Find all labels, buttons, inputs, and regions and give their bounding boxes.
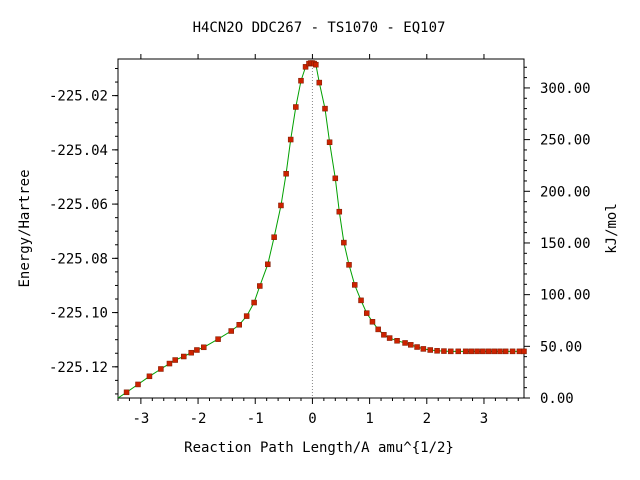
y-right-tick-label: 200.00 (540, 184, 591, 200)
data-point (462, 348, 469, 355)
data-point (181, 353, 187, 360)
series-line (117, 62, 524, 399)
data-point (201, 344, 207, 351)
data-point (521, 348, 527, 355)
data-point (381, 332, 387, 338)
data-point (278, 202, 284, 209)
data-point (434, 348, 440, 354)
data-point (215, 336, 221, 342)
x-tick-label: -1 (247, 411, 264, 427)
data-point (468, 348, 475, 355)
data-point (351, 282, 358, 288)
data-point (363, 310, 370, 316)
data-point (420, 346, 427, 352)
data-point (427, 347, 433, 353)
data-point (441, 348, 447, 354)
data-point (135, 381, 141, 388)
data-point (402, 340, 408, 346)
y-axis-left: -225.02 -225.04 -225.06 -225.08 -225.10 -225.… (49, 67, 118, 395)
data-point (236, 322, 242, 328)
x-tick-label: -2 (190, 411, 207, 427)
y-axis-label-right: kJ/mol (604, 203, 620, 254)
data-point (502, 348, 509, 355)
data-point (375, 326, 381, 333)
data-point (516, 348, 523, 355)
data-point (123, 389, 130, 396)
data-point (491, 348, 498, 355)
data-point (326, 139, 333, 146)
data-point (302, 64, 309, 70)
data-point (509, 348, 516, 355)
data-point (313, 61, 319, 68)
data-point (394, 338, 400, 344)
y-left-tick-label: -225.04 (49, 143, 108, 159)
y-left-tick-label: -225.10 (49, 306, 108, 322)
data-point (448, 348, 454, 355)
data-point (480, 348, 486, 355)
data-point (166, 360, 173, 367)
data-point (188, 349, 194, 356)
data-point (336, 208, 343, 215)
data-point (172, 357, 178, 363)
x-tick-label: 1 (365, 411, 373, 427)
data-point (474, 348, 480, 355)
x-tick-label: 0 (308, 411, 316, 427)
data-point (298, 77, 304, 84)
data-point (455, 348, 461, 355)
data-point (497, 348, 503, 355)
data-point (358, 297, 364, 304)
data-point (158, 366, 164, 372)
y-right-tick-label: 300.00 (540, 81, 591, 97)
data-point (257, 283, 263, 289)
x-tick-label: 3 (480, 411, 488, 427)
data-point (485, 348, 492, 355)
y-right-tick-label: 250.00 (540, 133, 591, 149)
chart-title: H4CN2O DDC267 - TS1070 - EQ107 (193, 20, 446, 36)
y-right-tick-label: 100.00 (540, 288, 591, 304)
data-point (408, 342, 414, 348)
data-point (316, 79, 323, 86)
x-tick-label: -3 (132, 411, 149, 427)
data-point (287, 136, 294, 143)
data-point (251, 299, 257, 306)
series (117, 60, 527, 399)
x-axis: -3 -2 -1 0 1 2 3 (117, 54, 519, 427)
data-point (369, 319, 376, 325)
y-axis-right: 0.00 50.00 100.00 150.00 200.00 250.00 300.00 (524, 66, 591, 407)
y-axis-label-left: Energy/Hartree (17, 169, 33, 287)
data-point (228, 328, 234, 334)
data-point (341, 239, 347, 246)
y-left-tick-label: -225.08 (49, 251, 108, 267)
data-point (386, 335, 393, 341)
y-left-tick-label: -225.12 (49, 360, 108, 376)
y-left-tick-label: -225.02 (49, 89, 108, 105)
plot-frame (117, 58, 525, 399)
data-point (146, 373, 153, 380)
data-point (293, 104, 299, 110)
data-point (271, 234, 277, 240)
y-left-tick-label: -225.06 (49, 197, 108, 213)
x-tick-label: 2 (423, 411, 431, 427)
y-right-tick-label: 0.00 (540, 391, 574, 407)
data-point (265, 261, 271, 268)
data-point (346, 262, 352, 268)
data-point (322, 105, 328, 112)
y-right-tick-label: 50.00 (540, 339, 582, 355)
data-point (414, 344, 420, 350)
data-point (194, 347, 200, 353)
x-axis-label: Reaction Path Length/A amu^{1/2} (184, 440, 454, 456)
y-right-tick-label: 150.00 (540, 236, 591, 252)
data-point (243, 313, 250, 319)
data-point (332, 175, 339, 182)
data-point (283, 170, 289, 177)
